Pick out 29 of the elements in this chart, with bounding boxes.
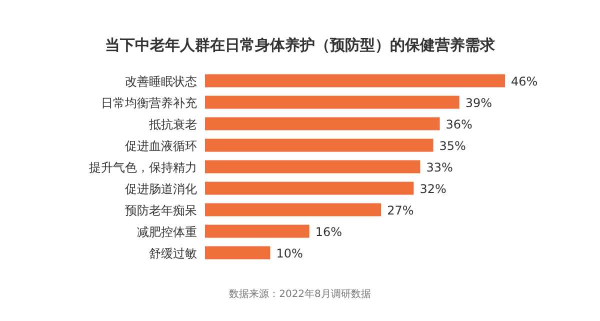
data-label: 16%	[315, 224, 342, 239]
bar	[205, 117, 440, 130]
y-tick-label: 日常均衡营养补充	[101, 96, 197, 110]
bar	[205, 182, 414, 195]
bar	[205, 203, 382, 216]
bar	[205, 138, 434, 152]
y-tick-label: 舒缓过敏	[149, 246, 197, 260]
data-label: 39%	[465, 96, 492, 110]
data-label: 46%	[511, 74, 538, 88]
y-tick-label: 促进肠道消化	[125, 182, 197, 196]
y-tick-label: 改善睡眠状态	[125, 74, 197, 88]
data-label: 10%	[276, 246, 303, 260]
data-label: 32%	[420, 182, 446, 196]
y-tick-label: 减肥控体重	[137, 224, 197, 239]
y-tick-label: 促进血液循环	[125, 138, 197, 153]
data-label: 27%	[387, 203, 414, 218]
data-label: 33%	[426, 160, 453, 174]
y-tick-label: 抵抗衰老	[148, 117, 197, 132]
chart-title: 当下中老年人群在日常身体养护（预防型）的保健营养需求	[105, 36, 496, 54]
y-tick-label: 提升气色，保持精力	[89, 160, 197, 174]
bar	[205, 224, 310, 238]
bar	[205, 96, 460, 109]
bar	[205, 74, 505, 88]
data-label: 36%	[446, 117, 472, 132]
source-note: 数据来源：2022年8月调研数据	[229, 288, 371, 300]
bar	[205, 246, 270, 260]
data-label: 35%	[439, 138, 466, 153]
bar	[205, 160, 420, 174]
y-tick-label: 预防老年痴呆	[125, 203, 197, 218]
